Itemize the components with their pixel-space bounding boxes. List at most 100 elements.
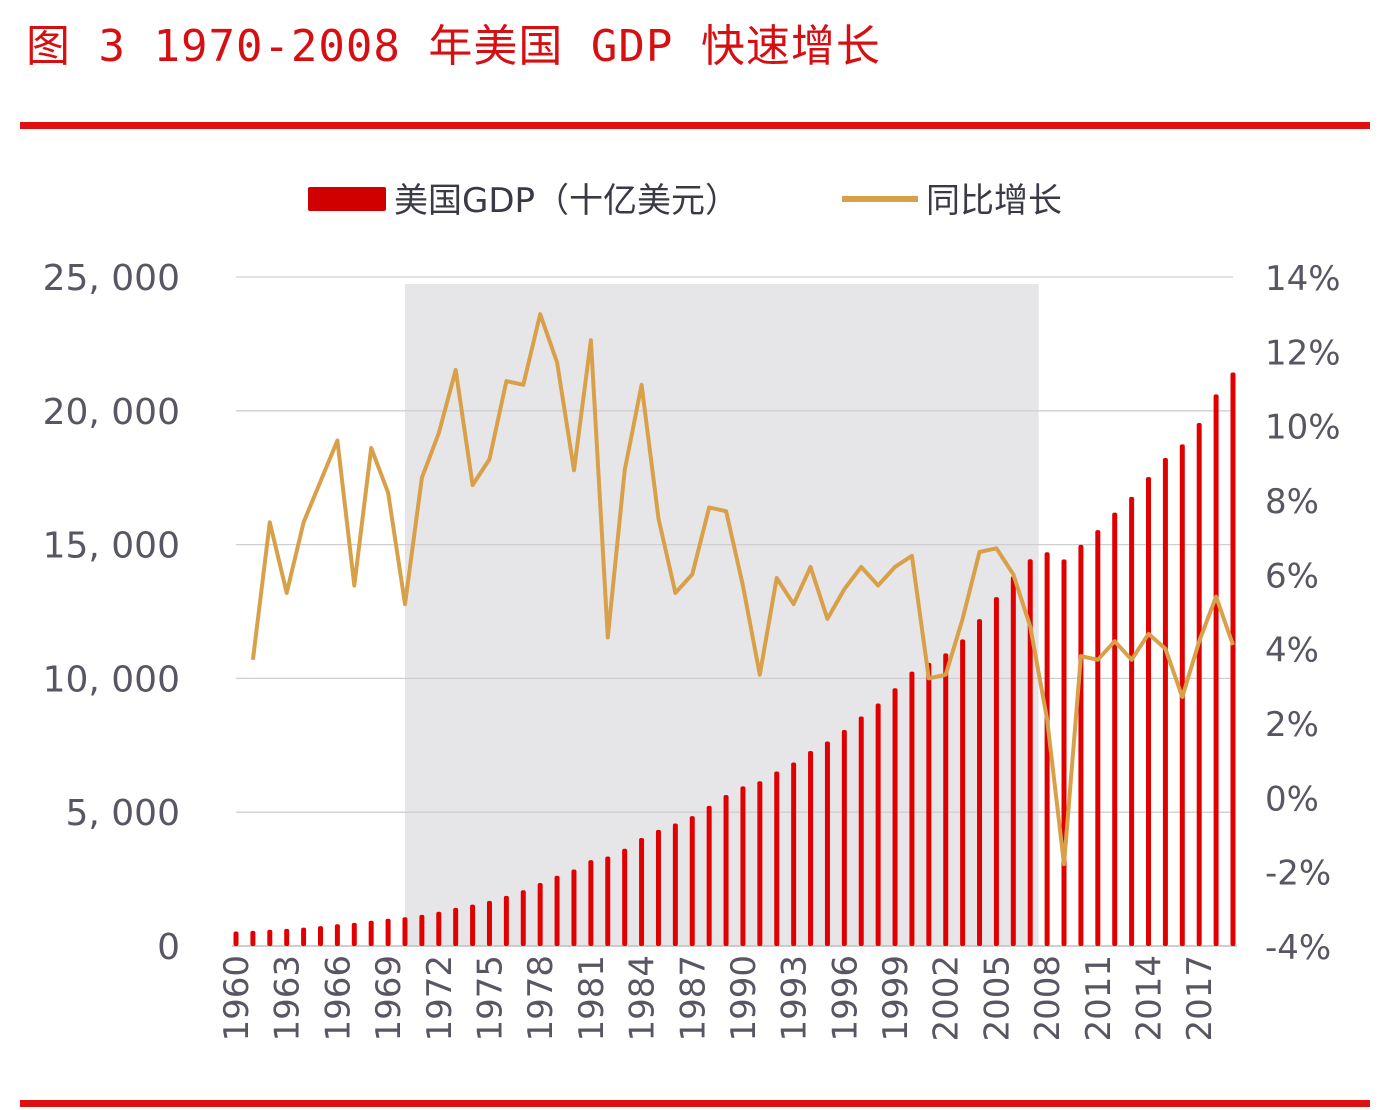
x-tick-label: 1987: [673, 955, 713, 1042]
gdp-bar: [740, 786, 746, 946]
gdp-bar: [250, 930, 256, 946]
y-left-tick-label: 20, 000: [43, 392, 180, 433]
gdp-bar: [622, 848, 628, 946]
x-tick-label: 1999: [876, 955, 916, 1042]
shaded-period: [404, 284, 1039, 946]
y-right-tick-label: 10%: [1265, 408, 1341, 448]
gdp-bar: [706, 805, 712, 946]
y-left-tick-label: 0: [157, 927, 180, 968]
gdp-bar: [537, 883, 543, 946]
x-tick-label: 1972: [420, 955, 460, 1042]
gdp-bar: [334, 924, 340, 946]
gdp-bar: [858, 716, 864, 946]
x-tick-label: 1996: [825, 955, 865, 1042]
gdp-bar: [520, 890, 526, 946]
gdp-bar: [503, 895, 509, 946]
y-right-tick-label: 14%: [1265, 259, 1341, 299]
top-rule: [20, 122, 1370, 129]
gdp-bar: [774, 771, 780, 946]
y-right-tick-label: 0%: [1265, 779, 1319, 819]
gdp-bar: [1213, 394, 1219, 947]
legend-swatch-gdp: [308, 187, 386, 211]
legend-label-gdp: 美国GDP（十亿美元）: [394, 181, 739, 221]
gdp-bar: [1027, 559, 1033, 946]
y-left-tick-label: 25, 000: [43, 258, 180, 299]
gdp-bar: [655, 829, 661, 946]
x-tick-label: 1966: [318, 955, 358, 1042]
gdp-bar: [453, 907, 459, 946]
y-right-tick-label: 8%: [1265, 482, 1319, 522]
gdp-bar: [554, 875, 560, 946]
y-right-tick-label: 4%: [1265, 631, 1319, 671]
gdp-bar: [486, 900, 492, 946]
bottom-rule: [20, 1100, 1370, 1107]
gdp-bar: [385, 918, 391, 946]
x-tick-label: 1960: [217, 955, 257, 1042]
gdp-bar: [723, 795, 729, 946]
gdp-bar: [808, 750, 814, 946]
gdp-bar: [588, 860, 594, 946]
x-tick-label: 1969: [369, 955, 409, 1042]
gdp-bar: [436, 911, 442, 946]
gdp-bar: [605, 856, 611, 946]
x-tick-label: 2011: [1079, 955, 1119, 1042]
gdp-bar: [689, 816, 695, 946]
y-right-tick-label: 12%: [1265, 333, 1341, 373]
y-left-tick-label: 10, 000: [43, 659, 180, 700]
gdp-bar: [368, 920, 374, 946]
gdp-bar: [892, 688, 898, 946]
gdp-bar: [1061, 559, 1067, 946]
x-tick-label: 2002: [927, 955, 967, 1042]
gdp-bar: [824, 741, 830, 946]
gdp-bar: [1078, 544, 1084, 946]
gdp-bar: [317, 926, 323, 946]
gdp-bar: [757, 781, 763, 946]
gdp-bar: [672, 823, 678, 946]
gdp-bar: [926, 662, 932, 946]
gdp-bar: [993, 597, 999, 946]
gdp-bar: [1196, 423, 1202, 947]
gdp-bar: [1129, 496, 1135, 946]
x-tick-label: 2017: [1180, 955, 1220, 1042]
x-tick-label: 1990: [724, 955, 764, 1042]
gdp-bar: [791, 762, 797, 946]
gdp-bar: [233, 931, 239, 946]
x-tick-label: 1984: [623, 955, 663, 1042]
x-tick-label: 2014: [1130, 955, 1170, 1042]
gdp-bar: [470, 904, 476, 946]
gdp-bar: [1230, 372, 1236, 947]
y-left-tick-label: 5, 000: [65, 793, 180, 834]
gdp-bar: [960, 639, 966, 946]
gdp-bar: [284, 928, 290, 946]
y-left-tick-label: 15, 000: [43, 526, 180, 567]
gdp-bar: [1162, 457, 1168, 946]
x-tick-label: 1975: [470, 955, 510, 1042]
gdp-bar: [267, 929, 273, 946]
gdp-bar: [419, 914, 425, 946]
x-tick-label: 1963: [268, 955, 308, 1042]
x-tick-label: 1978: [521, 955, 561, 1042]
x-tick-label: 2008: [1028, 955, 1068, 1042]
gdp-bar: [1095, 530, 1101, 946]
y-right-tick-label: 2%: [1265, 705, 1319, 745]
gdp-bar: [909, 671, 915, 946]
y-right-tick-label: -4%: [1265, 928, 1331, 968]
x-tick-label: 2005: [977, 955, 1017, 1042]
gdp-bar: [1010, 576, 1016, 946]
y-right-tick-label: -2%: [1265, 854, 1331, 894]
gdp-bar: [1146, 476, 1152, 946]
gdp-bar: [875, 703, 881, 946]
gdp-bar: [943, 653, 949, 946]
legend-label-growth: 同比增长: [926, 181, 1062, 221]
gdp-bar: [351, 922, 357, 946]
x-tick-label: 1993: [775, 955, 815, 1042]
x-tick-label: 1981: [572, 955, 612, 1042]
gdp-bar: [402, 917, 408, 946]
gdp-bar: [841, 729, 847, 946]
gdp-bar: [977, 619, 983, 946]
gdp-bar: [1044, 552, 1050, 946]
figure-title: 图 3 1970-2008 年美国 GDP 快速增长: [26, 21, 881, 72]
gdp-bar: [571, 869, 577, 946]
y-right-tick-label: 6%: [1265, 556, 1319, 596]
